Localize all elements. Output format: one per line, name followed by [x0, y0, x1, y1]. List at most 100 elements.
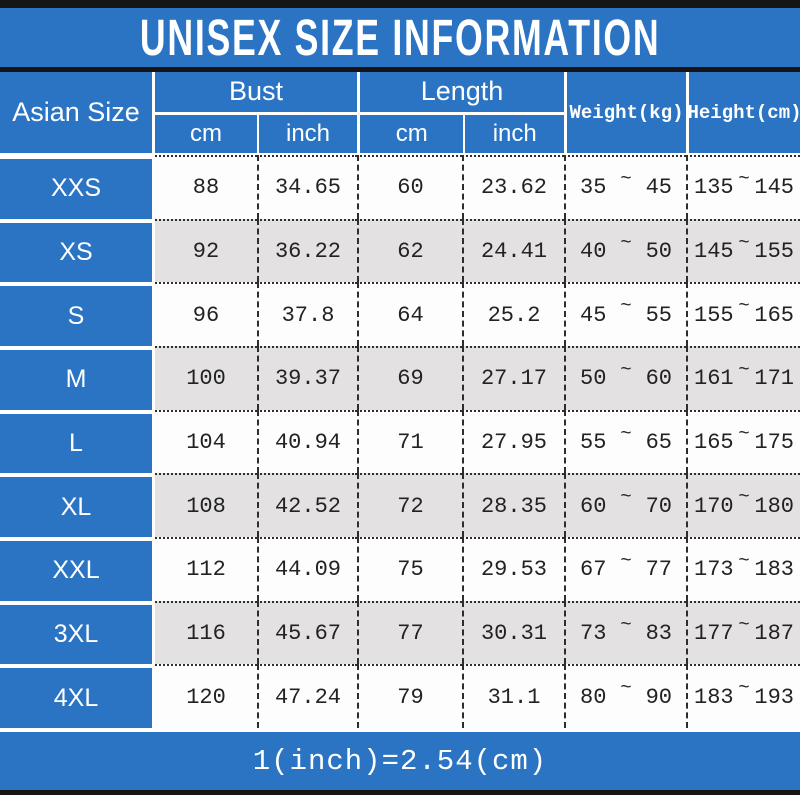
weight-max: 90 — [645, 684, 672, 710]
bust-inch-cell: 42.52 — [257, 473, 357, 538]
tilde-separator: ~ — [620, 167, 632, 190]
tilde-separator: ~ — [738, 358, 750, 381]
header-bust-group: Bust cm inch — [155, 72, 357, 153]
header-weight: Weight(kg) — [564, 72, 686, 153]
weight-max: 70 — [645, 493, 672, 519]
length-inch-cell: 28.35 — [462, 473, 564, 538]
table-row-xxl: XXL 112 44.09 75 29.53 67 ~77 173 ~183 — [0, 537, 800, 601]
length-inch-cell: 27.95 — [462, 409, 564, 474]
size-label: M — [0, 346, 155, 410]
table-header: Asian Size Bust cm inch Length cm inch W… — [0, 72, 800, 155]
weight-range-cell: 45 ~55 — [564, 282, 686, 347]
height-max: 175 — [754, 430, 794, 456]
table-row-xs: XS 92 36.22 62 24.41 40 ~50 145 ~155 — [0, 218, 800, 283]
tilde-separator: ~ — [620, 613, 632, 636]
height-max: 183 — [754, 557, 794, 583]
weight-min: 73 — [580, 621, 607, 647]
height-min: 155 — [694, 302, 734, 328]
length-inch-cell: 24.41 — [462, 218, 564, 283]
weight-min: 55 — [580, 430, 607, 456]
weight-max: 77 — [645, 557, 672, 583]
height-max: 155 — [754, 239, 794, 264]
height-range-cell: 177 ~187 — [686, 600, 800, 665]
bust-inch-cell: 34.65 — [257, 155, 357, 219]
weight-max: 60 — [645, 366, 672, 392]
table-row-xl: XL 108 42.52 72 28.35 60 ~70 170 ~180 — [0, 473, 800, 538]
length-inch-cell: 25.2 — [462, 282, 564, 347]
size-label: XXL — [0, 537, 155, 601]
tilde-separator: ~ — [738, 295, 750, 318]
size-label: XL — [0, 473, 155, 538]
length-cm-cell: 64 — [357, 282, 462, 347]
bust-inch-cell: 40.94 — [257, 409, 357, 474]
height-min: 177 — [694, 621, 734, 647]
length-inch-cell: 23.62 — [462, 155, 564, 219]
tilde-separator: ~ — [620, 295, 632, 318]
height-range-cell: 135 ~145 — [686, 155, 800, 219]
header-bust-cm: cm — [190, 119, 222, 147]
weight-max: 55 — [645, 302, 672, 328]
weight-min: 67 — [580, 557, 607, 583]
length-inch-cell: 31.1 — [462, 664, 564, 729]
size-label: 4XL — [0, 664, 155, 729]
weight-max: 45 — [645, 175, 672, 201]
bust-cm-cell: 116 — [155, 600, 257, 665]
top-border-bar — [0, 0, 800, 8]
header-asian-size: Asian Size — [0, 72, 155, 153]
height-min: 165 — [694, 430, 734, 456]
height-range-cell: 170 ~180 — [686, 473, 800, 538]
footer-bar: 1(inch)=2.54(cm) — [0, 728, 800, 790]
weight-range-cell: 40 ~50 — [564, 218, 686, 283]
weight-min: 35 — [580, 175, 607, 201]
table-row-m: M 100 39.37 69 27.17 50 ~60 161 ~171 — [0, 346, 800, 410]
header-length-inch: inch — [463, 114, 564, 153]
height-max: 165 — [754, 302, 794, 328]
bust-inch-cell: 47.24 — [257, 664, 357, 729]
weight-min: 60 — [580, 493, 607, 519]
size-label: L — [0, 409, 155, 474]
bust-inch-cell: 36.22 — [257, 218, 357, 283]
length-cm-cell: 71 — [357, 409, 462, 474]
size-label: S — [0, 282, 155, 347]
weight-range-cell: 73 ~83 — [564, 600, 686, 665]
bust-cm-cell: 108 — [155, 473, 257, 538]
table-row-s: S 96 37.8 64 25.2 45 ~55 155 ~165 — [0, 282, 800, 347]
bust-inch-cell: 37.8 — [257, 282, 357, 347]
tilde-separator: ~ — [620, 549, 632, 572]
page-title: UNISEX SIZE INFORMATION — [139, 8, 661, 66]
header-bust-inch: inch — [257, 114, 357, 153]
weight-range-cell: 60 ~70 — [564, 473, 686, 538]
weight-max: 83 — [645, 621, 672, 647]
tilde-separator: ~ — [738, 422, 750, 445]
length-cm-cell: 77 — [357, 600, 462, 665]
bust-cm-cell: 100 — [155, 346, 257, 410]
title-bar: UNISEX SIZE INFORMATION — [0, 8, 800, 72]
height-range-cell: 173 ~183 — [686, 537, 800, 601]
size-label: 3XL — [0, 600, 155, 665]
height-max: 193 — [754, 684, 794, 710]
height-range-cell: 155 ~165 — [686, 282, 800, 347]
header-length: Length — [420, 76, 504, 107]
height-max: 145 — [754, 175, 794, 201]
weight-range-cell: 80 ~90 — [564, 664, 686, 729]
header-height: Height(cm) — [686, 72, 800, 153]
table-body: XXS 88 34.65 60 23.62 35 ~45 135 ~145 XS 9… — [0, 155, 800, 729]
length-inch-cell: 27.17 — [462, 346, 564, 410]
bust-inch-cell: 44.09 — [257, 537, 357, 601]
height-range-cell: 145 ~155 — [686, 218, 800, 283]
weight-range-cell: 35 ~45 — [564, 155, 686, 219]
weight-max: 65 — [645, 430, 672, 456]
header-bust: Bust — [228, 76, 284, 107]
header-length-cm: cm — [395, 119, 428, 147]
length-cm-cell: 69 — [357, 346, 462, 410]
length-cm-cell: 75 — [357, 537, 462, 601]
tilde-separator: ~ — [738, 613, 750, 636]
tilde-separator: ~ — [738, 486, 750, 509]
bust-inch-cell: 45.67 — [257, 600, 357, 665]
table-row-3xl: 3XL 116 45.67 77 30.31 73 ~83 177 ~187 — [0, 600, 800, 665]
weight-range-cell: 55 ~65 — [564, 409, 686, 474]
height-range-cell: 161 ~171 — [686, 346, 800, 410]
header-length-units: cm inch — [360, 111, 564, 153]
height-max: 180 — [754, 493, 794, 519]
